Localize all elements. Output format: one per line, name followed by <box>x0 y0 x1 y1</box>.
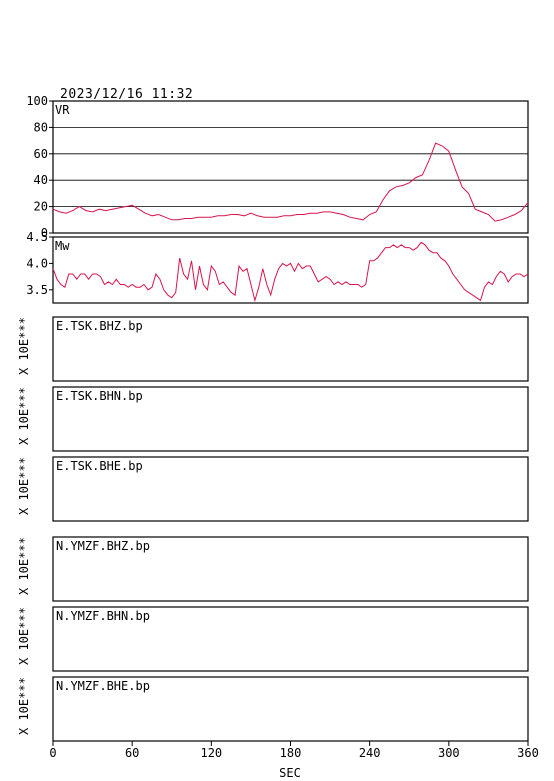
trace-panel-5: N.YMZF.BHN.bp X 10E*** <box>17 606 529 672</box>
trace-station-label: E.TSK.BHE.bp <box>56 459 143 473</box>
trace-scale-label: X 10E*** <box>17 457 31 515</box>
x-axis: 0 60 120 180 240 300 360 <box>49 741 539 760</box>
vr-panel: 0 20 40 60 80 100 VR <box>26 94 529 240</box>
y-tick-label: 60 <box>34 147 48 161</box>
x-axis-label: SEC <box>279 766 301 780</box>
y-tick-label: 4.0 <box>26 256 48 270</box>
x-tick-label: 240 <box>359 746 381 760</box>
x-tick-label: 180 <box>280 746 302 760</box>
vr-series-line <box>52 142 529 222</box>
y-tick-label: 20 <box>34 200 48 214</box>
trace-frame <box>52 456 529 522</box>
x-tick-label: 300 <box>438 746 460 760</box>
trace-station-label: N.YMZF.BHZ.bp <box>56 539 150 553</box>
trace-panel-6: N.YMZF.BHE.bp X 10E*** <box>17 676 529 742</box>
trace-panel-3: E.TSK.BHE.bp X 10E*** <box>17 456 529 522</box>
trace-scale-label: X 10E*** <box>17 677 31 735</box>
trace-frame <box>52 606 529 672</box>
y-tick-label: 4.5 <box>26 230 48 244</box>
y-tick-label: 40 <box>34 173 48 187</box>
x-tick-label: 360 <box>517 746 539 760</box>
x-tick-label: 120 <box>200 746 222 760</box>
trace-frame <box>52 316 529 382</box>
mw-panel: 3.5 4.0 4.5 Mw <box>26 230 529 304</box>
trace-station-label: N.YMZF.BHE.bp <box>56 679 150 693</box>
vr-grid <box>53 127 528 208</box>
trace-station-label: N.YMZF.BHN.bp <box>56 609 150 623</box>
trace-panel-1: E.TSK.BHZ.bp X 10E*** <box>17 316 529 382</box>
trace-station-label: E.TSK.BHN.bp <box>56 389 143 403</box>
trace-scale-label: X 10E*** <box>17 537 31 595</box>
trace-scale-label: X 10E*** <box>17 607 31 665</box>
x-tick-label: 60 <box>125 746 139 760</box>
y-tick-label: 0 <box>41 226 48 240</box>
mw-y-ticks: 3.5 4.0 4.5 <box>26 230 53 297</box>
trace-panel-2: E.TSK.BHN.bp X 10E*** <box>17 386 529 452</box>
y-tick-label: 100 <box>26 94 48 108</box>
mw-label: Mw <box>55 239 70 253</box>
vr-label: VR <box>55 103 70 117</box>
trace-station-label: E.TSK.BHZ.bp <box>56 319 143 333</box>
vr-frame <box>52 100 529 234</box>
mw-series-line <box>52 241 529 303</box>
trace-scale-label: X 10E*** <box>17 387 31 445</box>
vr-y-ticks: 0 20 40 60 80 100 <box>26 94 53 240</box>
y-tick-label: 3.5 <box>26 283 48 297</box>
timestamp: 2023/12/16 11:32 <box>60 87 193 102</box>
mw-frame <box>52 236 529 304</box>
y-tick-label: 80 <box>34 120 48 134</box>
trace-scale-label: X 10E*** <box>17 317 31 375</box>
trace-panel-4: N.YMZF.BHZ.bp X 10E*** <box>17 536 529 602</box>
x-tick-label: 0 <box>49 746 56 760</box>
trace-frame <box>52 536 529 602</box>
trace-frame <box>52 386 529 452</box>
